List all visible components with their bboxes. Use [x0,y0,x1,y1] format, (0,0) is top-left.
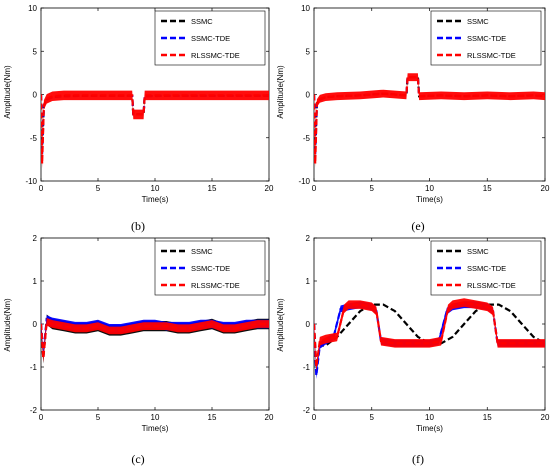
y-axis-label: Amplitude(Nm) [3,65,12,119]
y-tick-label: -2 [30,406,38,415]
x-tick-label: 0 [39,184,44,193]
x-tick-label: 15 [483,184,492,193]
y-tick-label: -1 [303,363,311,372]
plot-series-group [314,73,545,168]
y-tick-label: 0 [33,91,38,100]
x-tick-label: 10 [151,413,160,422]
x-tick-label: 5 [96,184,101,193]
x-tick-label: 15 [208,413,217,422]
series-band-rlssmc-tde [41,318,269,363]
panel-caption: (b) [131,219,145,233]
legend-label: SSMC-TDE [191,264,230,273]
legend-label: SSMC-TDE [467,34,506,43]
y-tick-label: 1 [33,277,38,286]
y-axis-label: Amplitude(Nm) [3,298,12,352]
x-tick-label: 20 [541,184,550,193]
legend-label: RLSSMC-TDE [467,281,516,290]
legend-label: RLSSMC-TDE [191,281,240,290]
series-line-rlssmc-tde [314,301,545,368]
x-tick-label: 20 [265,184,274,193]
panel-caption: (f) [412,452,424,466]
x-tick-label: 10 [425,184,434,193]
y-axis-label: Amplitude(Nm) [276,65,285,119]
plot-series-group [314,298,545,379]
x-tick-label: 5 [370,184,375,193]
y-tick-label: -10 [298,177,310,186]
x-tick-label: 0 [39,413,44,422]
x-tick-label: 15 [208,184,217,193]
x-tick-label: 10 [151,184,160,193]
y-axis-label: Amplitude(Nm) [276,298,285,352]
legend-label: SSMC [467,17,489,26]
x-axis-label: Time(s) [416,424,443,433]
legend-label: SSMC [191,17,213,26]
legend-label: SSMC-TDE [467,264,506,273]
x-axis-label: Time(s) [142,195,169,204]
series-band-rlssmc-tde [314,73,545,168]
y-tick-label: 10 [301,4,310,13]
series-line-rlssmc-tde [41,94,269,164]
series-line-ssmc [314,303,545,368]
x-tick-label: 5 [370,413,375,422]
y-tick-label: -10 [25,177,37,186]
y-tick-label: 2 [306,234,311,243]
x-tick-label: 5 [96,413,101,422]
legend-label: SSMC [191,247,213,256]
legend-label: RLSSMC-TDE [191,51,240,60]
y-tick-label: -2 [303,406,311,415]
x-tick-label: 20 [265,413,274,422]
y-tick-label: 0 [306,91,311,100]
panel-caption: (c) [131,452,144,466]
y-tick-label: -1 [30,363,38,372]
legend-label: SSMC-TDE [191,34,230,43]
y-tick-label: 0 [306,320,311,329]
x-axis-label: Time(s) [142,424,169,433]
y-tick-label: 5 [306,47,311,56]
x-tick-label: 15 [483,413,492,422]
y-tick-label: -5 [303,134,311,143]
x-axis-label: Time(s) [416,195,443,204]
y-tick-label: -5 [30,134,38,143]
y-tick-label: 1 [306,277,311,286]
x-tick-label: 10 [425,413,434,422]
legend-label: SSMC [467,247,489,256]
panel-caption: (e) [411,219,424,233]
series-band-rlssmc-tde [41,89,269,169]
series-line-rlssmc-tde [41,320,269,359]
y-tick-label: 2 [33,234,38,243]
plot-series-group [41,89,269,169]
legend-label: RLSSMC-TDE [467,51,516,60]
y-tick-label: 5 [33,47,38,56]
x-tick-label: 0 [312,184,317,193]
x-tick-label: 20 [541,413,550,422]
y-tick-label: 0 [33,320,38,329]
x-tick-label: 0 [312,413,317,422]
plot-series-group [41,314,269,364]
y-tick-label: 10 [28,4,37,13]
